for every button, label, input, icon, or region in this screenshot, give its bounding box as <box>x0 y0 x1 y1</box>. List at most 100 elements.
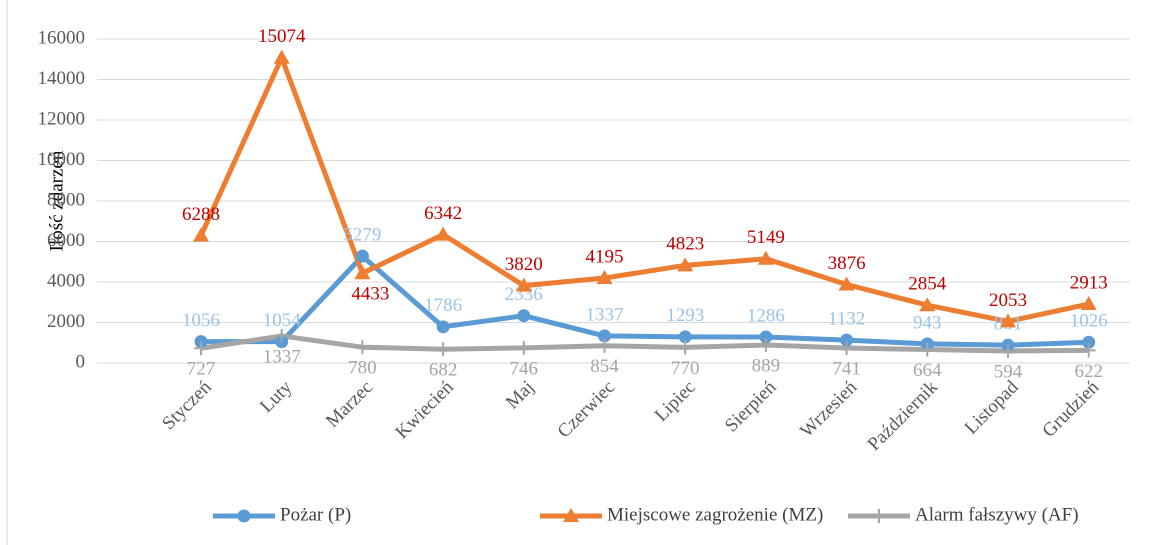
legend-label: Alarm fałszywy (AF) <box>915 504 1079 525</box>
x-tick-label: Luty <box>256 376 297 417</box>
point <box>759 330 773 344</box>
point <box>516 340 531 355</box>
x-tick-label: Kwiecień <box>391 376 458 443</box>
point <box>840 333 854 347</box>
data-label: 682 <box>429 360 458 381</box>
data-label: 727 <box>187 359 216 380</box>
data-label: 889 <box>752 355 781 376</box>
series-line <box>200 253 1089 348</box>
chart-frame <box>6 0 8 545</box>
series-line <box>200 333 1089 354</box>
data-label: 3876 <box>828 253 866 274</box>
legend-marker <box>237 509 251 523</box>
data-label: 6288 <box>182 204 220 225</box>
data-label: 1286 <box>747 305 785 326</box>
point <box>838 276 855 291</box>
data-label: 780 <box>348 358 377 379</box>
y-tick-label: 4000 <box>47 270 85 291</box>
data-label: 2336 <box>505 284 543 305</box>
data-label: 3820 <box>505 254 543 275</box>
legend-label: Miejscowe zagrożenie (MZ) <box>607 504 823 525</box>
data-label: 622 <box>1074 361 1103 382</box>
data-label: 5279 <box>343 224 381 245</box>
point <box>515 277 532 292</box>
y-tick-label: 8000 <box>47 189 85 210</box>
point <box>758 337 773 352</box>
series-line <box>198 55 1090 324</box>
x-tick-label: Listopad <box>961 376 1023 438</box>
data-label: 2854 <box>908 274 947 295</box>
legend-label: Pożar (P) <box>280 504 351 525</box>
x-tick-label: Grudzień <box>1038 376 1103 441</box>
data-label: 4823 <box>666 234 704 255</box>
legend-marker <box>872 509 886 523</box>
point <box>1081 343 1096 358</box>
x-tick-label: Październik <box>864 376 943 455</box>
data-label: 2053 <box>989 290 1027 311</box>
point <box>517 309 531 323</box>
point <box>598 329 611 343</box>
x-tick-label: Styczeń <box>158 376 216 434</box>
data-label: 1786 <box>424 295 462 316</box>
point <box>274 328 289 343</box>
y-tick-label: 0 <box>76 351 86 372</box>
data-label: 6342 <box>424 203 462 224</box>
point <box>919 297 936 312</box>
x-tick-label: Wrzesień <box>796 376 861 441</box>
data-label: 1054 <box>263 310 302 331</box>
y-tick-label: 2000 <box>47 311 85 332</box>
y-tick-label: 6000 <box>47 230 85 251</box>
point <box>757 250 774 265</box>
data-label: 1026 <box>1070 311 1108 332</box>
data-label: 770 <box>671 358 700 379</box>
y-tick-label: 10000 <box>38 149 86 170</box>
point <box>193 227 209 242</box>
point <box>355 340 370 355</box>
point <box>1000 313 1016 328</box>
x-tick-label: Sierpień <box>721 376 781 436</box>
data-label: 15074 <box>258 26 306 47</box>
data-label: 1337 <box>263 346 301 367</box>
x-tick-label: Czerwiec <box>554 377 620 443</box>
point <box>920 342 935 357</box>
point <box>1001 343 1015 358</box>
y-tick-label: 14000 <box>38 68 86 89</box>
point <box>435 226 452 241</box>
data-label: 1337 <box>586 304 624 325</box>
data-label: 1056 <box>182 310 220 331</box>
data-label: 4195 <box>586 246 624 267</box>
data-label: 4433 <box>351 284 389 305</box>
data-label: 1132 <box>828 308 865 329</box>
point <box>355 249 369 263</box>
point <box>1082 335 1096 349</box>
y-axis-title: Ilość zdarzeń <box>46 150 67 251</box>
point <box>436 320 450 334</box>
data-label: 664 <box>913 360 942 381</box>
y-tick-label: 16000 <box>38 27 86 48</box>
point <box>1080 296 1097 311</box>
x-tick-label: Maj <box>502 377 538 413</box>
point <box>597 338 612 353</box>
point <box>678 330 692 344</box>
data-label: 2913 <box>1070 272 1108 293</box>
point <box>839 340 854 355</box>
x-tick-label: Marzec <box>322 377 377 432</box>
point <box>678 340 693 355</box>
x-tick-label: Lipiec <box>651 377 700 426</box>
data-label: 594 <box>994 361 1023 382</box>
point <box>436 342 451 357</box>
y-tick-label: 12000 <box>38 108 86 129</box>
point <box>596 270 613 285</box>
legend-marker <box>563 508 579 522</box>
point <box>273 49 290 64</box>
data-label: 746 <box>510 358 539 379</box>
point <box>194 341 208 356</box>
point <box>354 265 371 280</box>
data-label: 1293 <box>666 305 704 326</box>
data-label: 741 <box>832 358 861 379</box>
data-label: 854 <box>590 356 619 377</box>
data-label: 943 <box>913 312 942 333</box>
data-label: 5149 <box>747 227 785 248</box>
point <box>677 257 694 272</box>
